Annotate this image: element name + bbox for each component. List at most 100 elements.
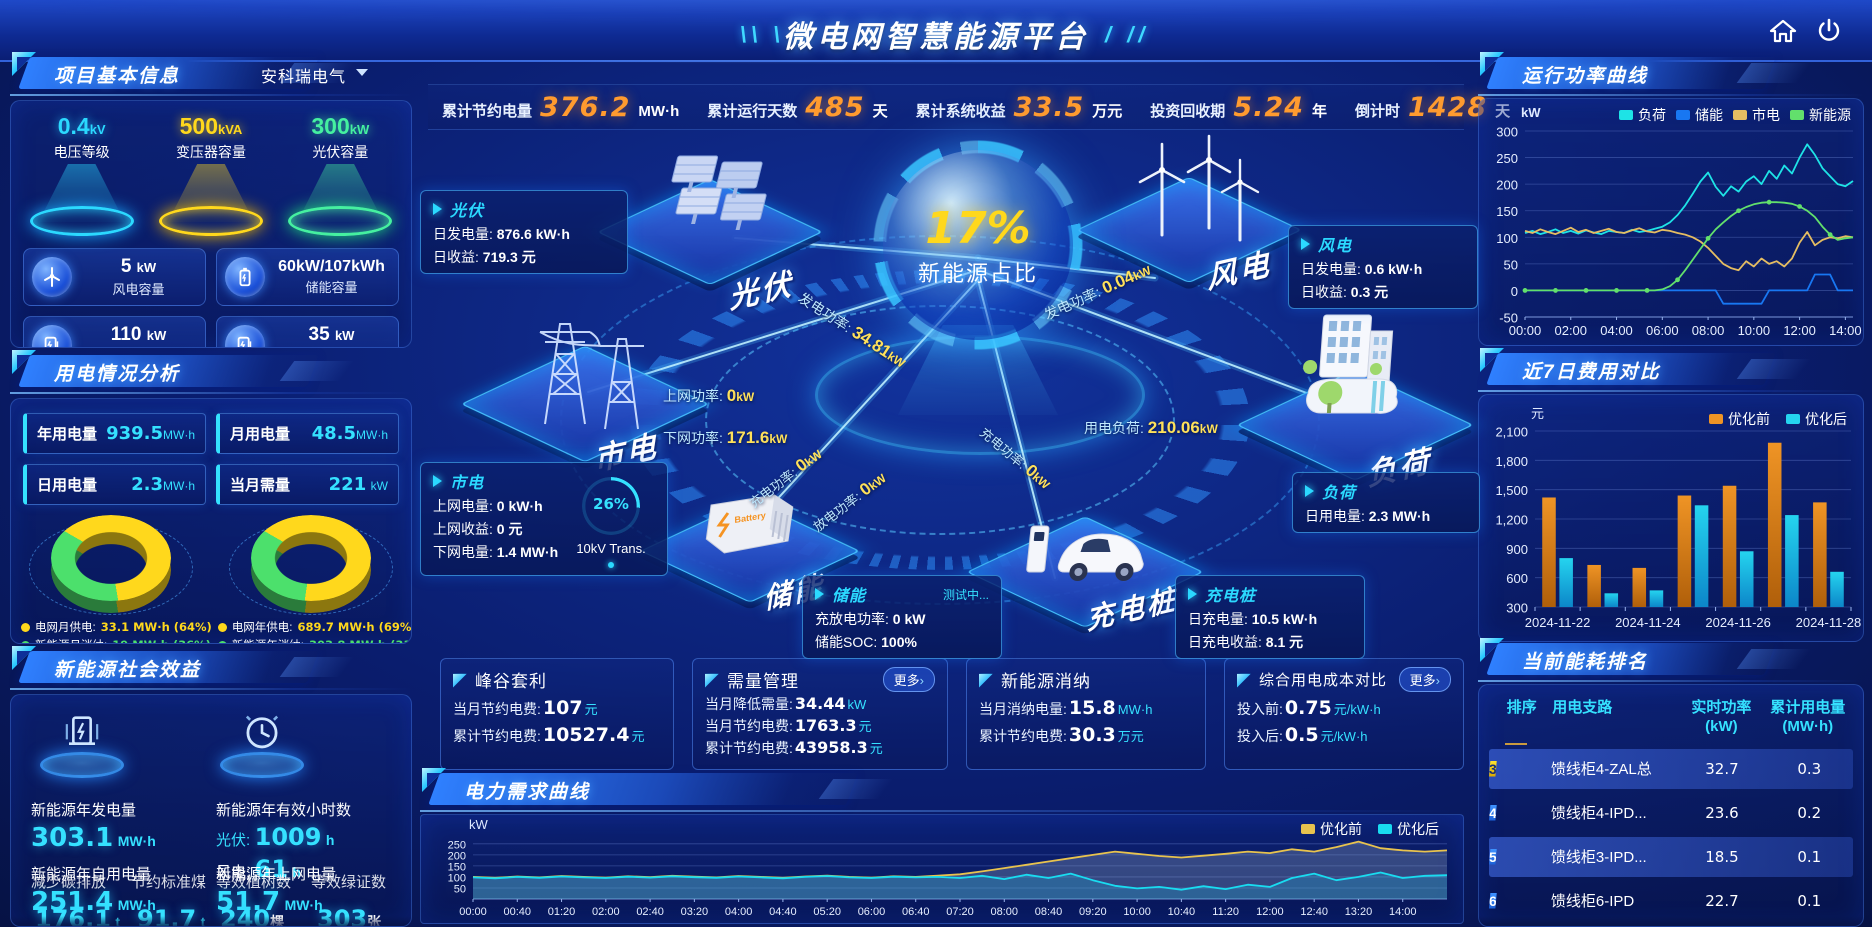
rank-badge: 3 — [1489, 760, 1497, 777]
legend-renewable-month[interactable]: 新能源月消纳: 19 MW·h (36%) — [21, 637, 212, 643]
energy-cell: 0.1 — [1797, 891, 1822, 910]
kpi-label: 投资回收期 — [1150, 102, 1226, 120]
legend-dot — [217, 640, 227, 643]
svg-text:06:00: 06:00 — [858, 906, 886, 918]
icon-pedestal — [40, 752, 124, 778]
more-button[interactable]: 更多› — [1398, 667, 1451, 692]
card-pv-info: 光伏 日发电量: 876.6 kW·h 日收益: 719.3 元 — [420, 190, 628, 274]
panel-usage-analysis: 用电情况分析 年用电量 939.5MW·h 月用电量 48.5MW·h 日用电量… — [10, 350, 412, 644]
node-grid[interactable]: 市电 — [460, 298, 710, 498]
energy-cell: 0.3 — [1797, 759, 1822, 778]
node-pv[interactable]: 光伏 — [596, 148, 824, 318]
svg-text:50: 50 — [454, 883, 466, 895]
svg-text:2024-11-24: 2024-11-24 — [1615, 615, 1681, 630]
table-row[interactable]: 3 馈线柜4-ZAL总 32.7 0.3 — [1489, 748, 1853, 789]
legend-item[interactable]: 优化后 — [1378, 819, 1439, 839]
kpi-value: 1428 — [1407, 91, 1488, 123]
node-wind[interactable]: 风电 — [1075, 134, 1303, 316]
kpi-total-income: 累计系统收益 33.5 万元 — [902, 92, 1137, 123]
kpi-unit: 天 — [872, 102, 888, 120]
light-cone — [38, 164, 125, 222]
kpi-value: 33.5 — [1013, 91, 1085, 123]
svg-text:-50: -50 — [1499, 311, 1518, 326]
legend-item[interactable]: 储能 — [1676, 105, 1723, 125]
svg-text:250: 250 — [448, 839, 466, 851]
corner-icon — [979, 673, 993, 688]
legend-item[interactable]: 优化后 — [1786, 409, 1847, 429]
donut-ring — [51, 515, 171, 601]
svg-text:08:00: 08:00 — [1692, 323, 1725, 338]
svg-text:09:20: 09:20 — [1079, 906, 1107, 918]
panel-project-info: 项目基本信息 安科瑞电气 0.4kV 电压等级 500kVA 变压器容量 — [10, 52, 412, 348]
stat-unit: kVA — [218, 122, 243, 137]
panel-body: 排序 用电支路 实时功率 (kW) 累计用电量 (MW·h) 3 馈线柜4-ZAL总… — [1478, 684, 1864, 927]
ev-car-icon — [1026, 525, 1144, 581]
legend-renewable-year[interactable]: 新能源年消纳: 303.8 MW·h (31%) — [217, 637, 411, 643]
kpi-label: 累计系统收益 — [915, 102, 1006, 120]
legend-dot — [21, 622, 30, 632]
energy-cell: 0.2 — [1797, 803, 1822, 822]
panel-title: 运行功率曲线 — [1522, 66, 1649, 87]
panel-power-curve: 运行功率曲线 kW 负荷 储能 市电 新能源 -50 0 50 100 150 200 250 30… — [1478, 52, 1864, 346]
panel-body: 0.4kV 电压等级 500kVA 变压器容量 300kW 光伏容量 — [10, 100, 412, 348]
card-wind-info: 风电 日发电量: 0.6 kW·h 日收益: 0.3 元 — [1288, 225, 1478, 309]
svg-text:2024-11-22: 2024-11-22 — [1525, 615, 1591, 630]
company-select[interactable]: 安科瑞电气 — [260, 69, 346, 86]
svg-text:06:40: 06:40 — [902, 906, 930, 918]
panel-title: 项目基本信息 — [54, 66, 181, 87]
legend-item[interactable]: 负荷 — [1619, 105, 1666, 125]
table-row[interactable]: 4 馈线柜4-IPD... 23.6 0.2 — [1489, 793, 1853, 833]
svg-text:02:00: 02:00 — [1554, 323, 1587, 338]
svg-text:300: 300 — [1506, 601, 1528, 616]
benefit-value-selfuse: 251.4 MW·h — [31, 887, 156, 917]
glow-ring — [29, 206, 134, 236]
panel-body: 新能源年发电量 303.1 MW·h 新能源年有效小时数 光伏: 1009 h … — [10, 694, 412, 927]
chevron-down-icon[interactable] — [356, 69, 368, 76]
svg-text:14:00: 14:00 — [1829, 323, 1862, 338]
benefit-label-trees: 等效植树数 — [216, 874, 292, 891]
panel-body: kW 优化前 优化后 50 100 150 200 250 00:00 00:40 01:20 0… — [420, 814, 1464, 924]
more-button[interactable]: 更多› — [882, 667, 935, 692]
svg-text:12:00: 12:00 — [1783, 323, 1816, 338]
header-underline — [1478, 94, 1864, 96]
battery-icon — [225, 257, 265, 297]
gauge-dot — [608, 562, 614, 568]
stat-value: 0.4 — [57, 113, 90, 139]
header-underline — [1478, 680, 1864, 682]
stat-unit: kW — [349, 122, 370, 137]
node-storage[interactable]: Battery 储能 — [639, 475, 861, 635]
svg-text:200: 200 — [448, 850, 466, 862]
legend-item[interactable]: 优化前 — [1301, 819, 1362, 839]
node-charger[interactable]: 充电桩 — [965, 502, 1205, 662]
node-load[interactable]: 负荷 — [1236, 305, 1474, 515]
panel-renewable-benefits: 新能源社会效益 新能源年发电量 303.1 MW·h 新能源年有效小时数 — [10, 646, 412, 927]
legend-item[interactable]: 市电 — [1733, 105, 1780, 125]
arrow-icon — [433, 475, 442, 487]
legend-grid-year[interactable]: 电网年供电: 689.7 MW·h (69%) — [217, 619, 411, 635]
svg-text:1,200: 1,200 — [1495, 513, 1528, 528]
panel-header: 用电情况分析 — [10, 350, 412, 394]
power-icon[interactable] — [1814, 16, 1844, 46]
card-dc-charger: 110 kW 直流充电桩 — [23, 316, 206, 347]
stat-day-energy: 日用电量 2.3MW·h — [23, 464, 206, 505]
legend-item[interactable]: 新能源 — [1790, 105, 1851, 125]
home-icon[interactable] — [1768, 16, 1798, 46]
y-axis-unit: kW — [1521, 105, 1541, 120]
legend-item[interactable]: 优化前 — [1709, 409, 1770, 429]
hours-clock-icon — [207, 709, 317, 778]
table-row[interactable]: 5 馈线柜3-IPD... 18.5 0.1 — [1489, 836, 1853, 877]
kpi-label: 累计节约电量 — [442, 102, 533, 120]
gauge-percent: 26% — [593, 495, 629, 513]
deco-slashes-left: \\ \ — [740, 22, 785, 47]
rank-badge: 6 — [1489, 892, 1497, 909]
solar-panels-icon — [671, 155, 767, 230]
kpi-value: 485 — [805, 91, 865, 123]
arrow-icon — [433, 203, 442, 215]
table-row[interactable]: 6 馈线柜6-IPD 22.7 0.1 — [1489, 881, 1853, 921]
stat-value: 300 — [311, 113, 350, 139]
svg-text:13:20: 13:20 — [1345, 906, 1373, 918]
svg-text:00:00: 00:00 — [1509, 323, 1542, 338]
energy-flow-visualization: 17% 新能源占比 光伏 风电 — [420, 130, 1480, 659]
legend-grid-month[interactable]: 电网月供电: 33.1 MW·h (64%) — [21, 619, 212, 635]
benefit-label-coal: 节约标准煤 — [131, 874, 207, 891]
